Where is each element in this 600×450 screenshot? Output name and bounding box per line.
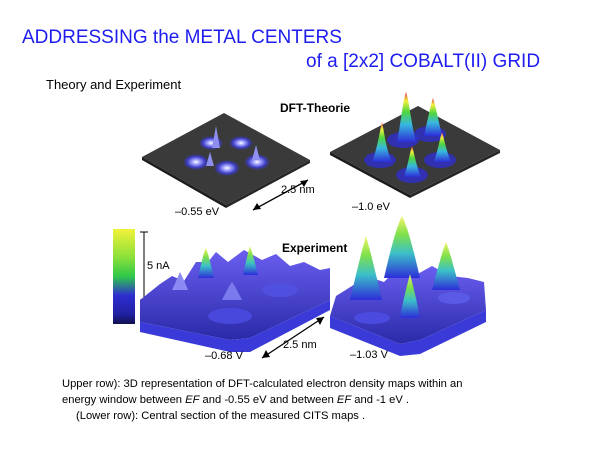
slide-title-line-1: ADDRESSING the METAL CENTERS	[22, 27, 342, 48]
colorbar-label: 5 nA	[147, 260, 170, 272]
dft-map-right	[330, 92, 500, 198]
energy-label-left: –0.55 eV	[175, 206, 220, 218]
caption-line-2-b: and -0.55 eV and between	[199, 394, 337, 406]
dft-map-left	[142, 113, 310, 208]
caption-line-2-a: energy window between	[62, 394, 186, 406]
voltage-label-right: –1.03 V	[350, 349, 388, 361]
dft-label: DFT-Theorie	[280, 101, 351, 115]
experiment-label: Experiment	[282, 241, 348, 255]
energy-label-right: –1.0 eV	[352, 201, 390, 213]
caption-ef-2: EF	[336, 394, 352, 406]
current-colorbar	[113, 229, 148, 324]
scale-arrow-top	[252, 179, 309, 211]
figure-caption: Upper row): 3D representation of DFT-cal…	[62, 376, 582, 424]
voltage-label-left: –0.68 V	[205, 350, 243, 362]
caption-line-3: (Lower row): Central section of the meas…	[76, 410, 366, 422]
caption-line-2-c: and -1 eV .	[351, 394, 410, 406]
cits-map-right	[330, 216, 486, 356]
slide-title-line-2: of a [2x2] COBALT(II) GRID	[306, 51, 541, 72]
cits-map-left	[140, 246, 330, 352]
caption-line-1: Upper row): 3D representation of DFT-cal…	[62, 378, 463, 390]
scale-label-bottom: 2.5 nm	[283, 339, 317, 351]
scale-label-top: 2.5 nm	[281, 184, 315, 196]
caption-line-2: energy window between EF and -0.55 eV an…	[62, 392, 582, 408]
caption-ef-1: EF	[185, 394, 200, 406]
slide-subtitle: Theory and Experiment	[46, 77, 182, 92]
scale-arrow-bottom	[261, 316, 325, 359]
